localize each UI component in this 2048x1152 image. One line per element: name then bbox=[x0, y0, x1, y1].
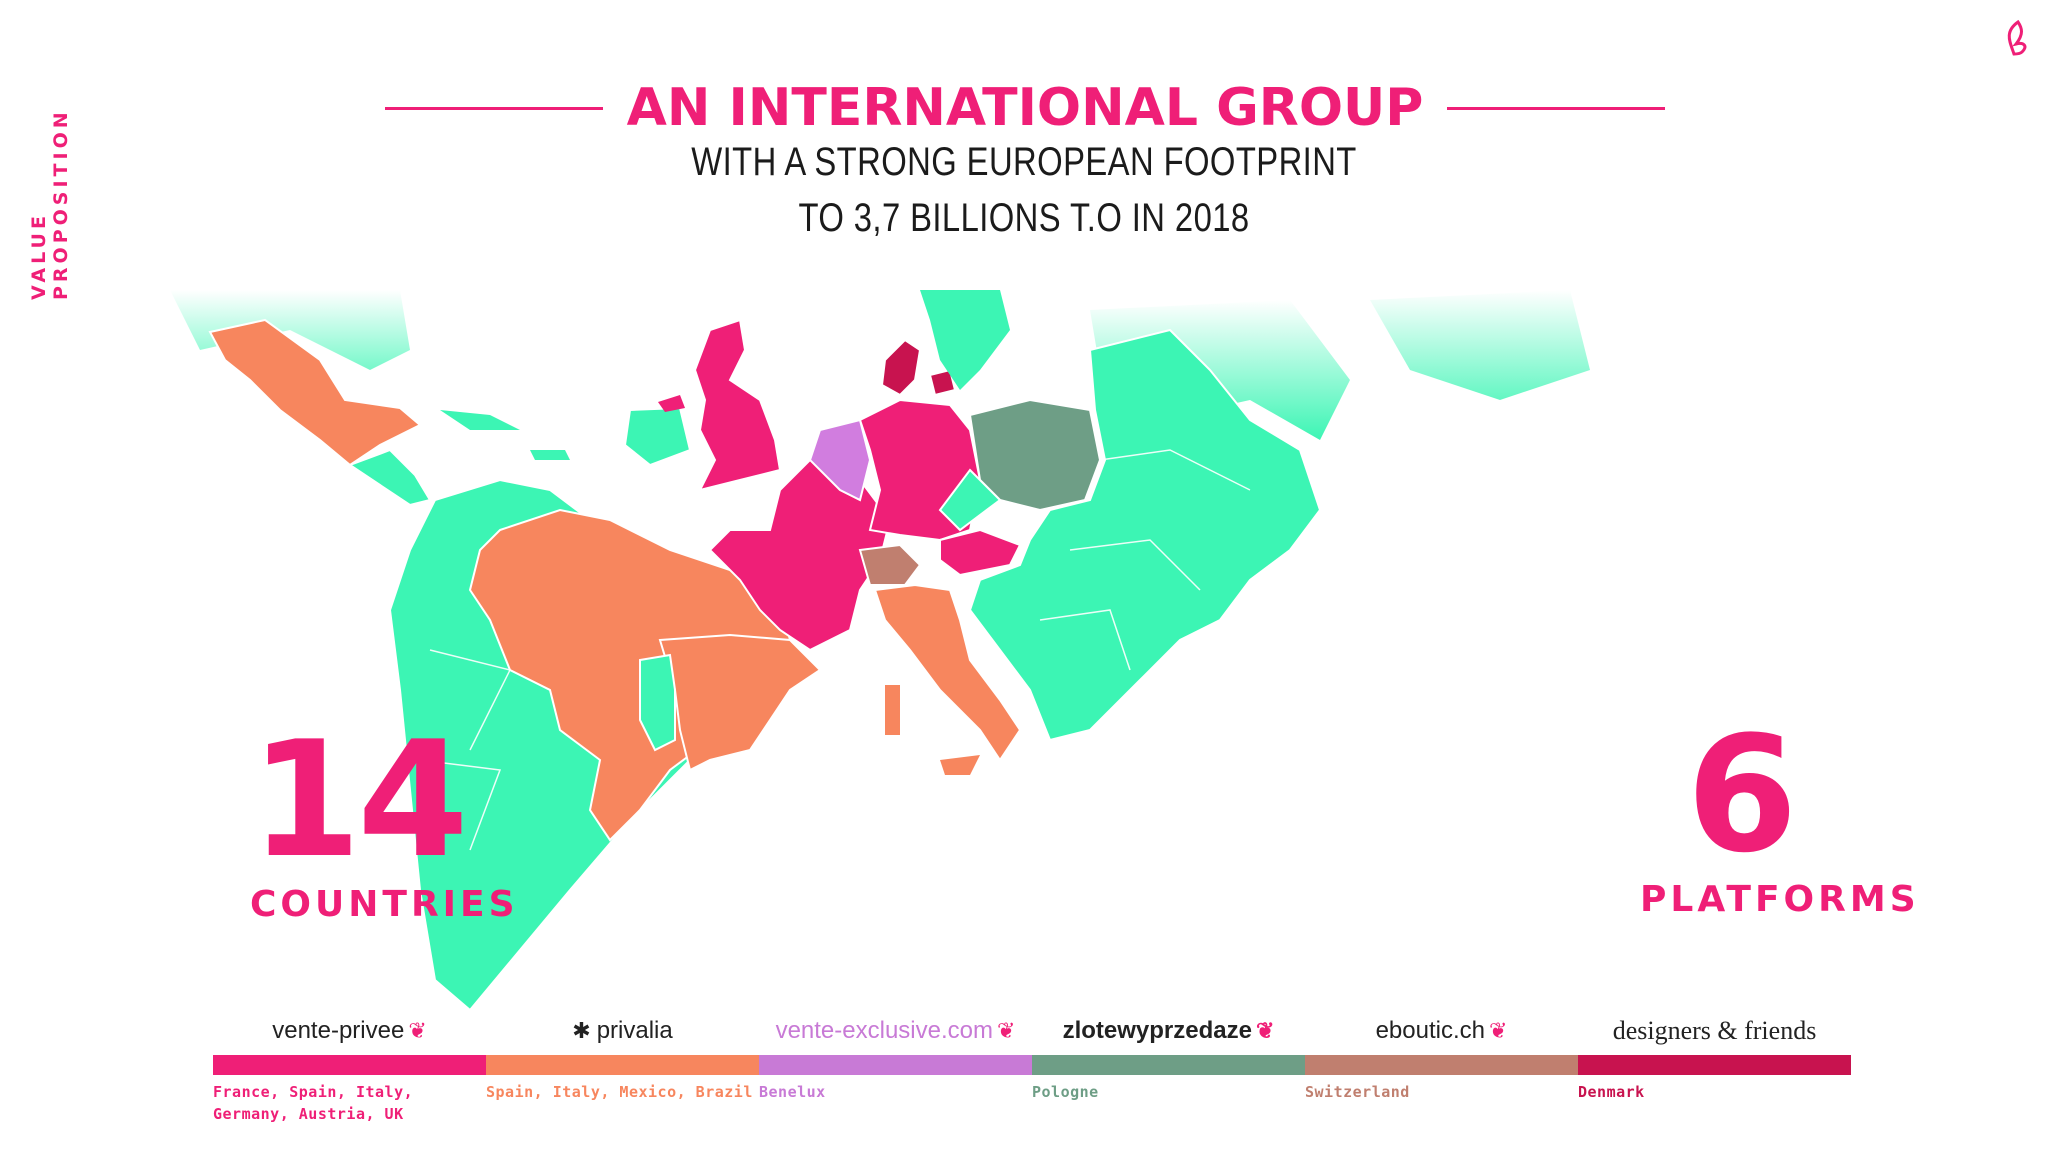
legend-item-zlotewyprzedaze: zlotewyprzedaze ❦ Pologne bbox=[1032, 1010, 1305, 1130]
subtitle-line-2: TO 3,7 BILLIONS T.O IN 2018 bbox=[798, 196, 1250, 240]
brand-logo-eboutic: eboutic.ch ❦ bbox=[1375, 1017, 1508, 1044]
legend-item-vente-privee: vente-privee ❦ France, Spain, Italy, Germ… bbox=[213, 1010, 486, 1130]
countries-number: 14 bbox=[250, 706, 469, 893]
region-switzerland bbox=[858, 543, 922, 586]
region-czechia bbox=[938, 468, 1002, 532]
brand-logo-privalia: ✱ privalia bbox=[572, 1017, 673, 1044]
region-russia-fade bbox=[1370, 290, 1590, 400]
platform-countries: Benelux bbox=[759, 1083, 826, 1101]
flower-icon: ✱ bbox=[572, 1018, 591, 1043]
platform-countries: France, Spain, Italy, Germany, Austria, … bbox=[213, 1083, 414, 1123]
platform-color-bar bbox=[1578, 1055, 1851, 1075]
region-denmark bbox=[880, 338, 957, 397]
platform-color-bar bbox=[1305, 1055, 1578, 1075]
legend-item-eboutic: eboutic.ch ❦ Switzerland bbox=[1305, 1010, 1578, 1130]
butterfly-icon: ❦ bbox=[408, 1018, 427, 1043]
butterfly-icon: ❦ bbox=[1488, 1018, 1508, 1043]
countries-label: COUNTRIES bbox=[250, 884, 519, 925]
platform-legend: vente-privee ❦ France, Spain, Italy, Germ… bbox=[213, 1010, 1851, 1130]
region-eastern-europe bbox=[968, 328, 1322, 742]
region-sardinia-corsica bbox=[885, 685, 900, 735]
region-austria bbox=[939, 528, 1022, 577]
title-rule-right bbox=[1447, 106, 1666, 110]
platforms-label: PLATFORMS bbox=[1640, 879, 1920, 920]
brand-logo-designers-friends: designers & friends bbox=[1612, 1016, 1817, 1045]
legend-item-vente-exclusive: vente-exclusive.com ❦ Benelux bbox=[759, 1010, 1032, 1130]
butterfly-logo-icon bbox=[2007, 19, 2027, 56]
legend-item-privalia: ✱ privalia Spain, Italy, Mexico, Brazil bbox=[486, 1010, 759, 1130]
region-north-america-fade bbox=[170, 290, 410, 370]
region-brazil bbox=[468, 508, 792, 842]
countries-stat: 14 COUNTRIES bbox=[250, 706, 519, 926]
platform-countries: Denmark bbox=[1578, 1083, 1645, 1101]
platform-color-bar bbox=[1032, 1055, 1305, 1075]
page-title: AN INTERNATIONAL GROUP bbox=[626, 78, 1424, 138]
brand-logo-vente-exclusive: vente-exclusive.com ❦ bbox=[775, 1017, 1016, 1044]
platforms-stat: 6 PLATFORMS bbox=[1640, 701, 1920, 921]
region-ireland bbox=[623, 406, 692, 467]
platforms-number: 6 bbox=[1686, 701, 1797, 888]
platform-countries: Switzerland bbox=[1305, 1083, 1410, 1101]
region-italy bbox=[873, 583, 1022, 762]
region-central-america bbox=[347, 448, 432, 507]
platform-color-bar bbox=[486, 1055, 759, 1075]
side-label: VALUE PROPOSITION bbox=[28, 108, 72, 300]
region-sicily bbox=[940, 755, 980, 775]
region-portugal bbox=[639, 653, 676, 752]
title-row: AN INTERNATIONAL GROUP bbox=[385, 78, 1666, 138]
title-rule-left bbox=[385, 106, 603, 110]
region-scandinavia bbox=[920, 290, 1010, 390]
brand-logo-zlotewyprzedaze: zlotewyprzedaze ❦ bbox=[1062, 1017, 1275, 1044]
platform-countries: Pologne bbox=[1032, 1083, 1099, 1101]
region-mexico bbox=[208, 318, 422, 467]
region-spain bbox=[658, 633, 822, 772]
platform-countries: Spain, Italy, Mexico, Brazil bbox=[486, 1083, 753, 1101]
region-northern-ireland bbox=[658, 395, 685, 412]
world-map bbox=[170, 290, 1590, 1012]
legend-item-designers-friends: designers & friends Denmark bbox=[1578, 1010, 1851, 1130]
butterfly-icon: ❦ bbox=[996, 1018, 1016, 1043]
region-caribbean bbox=[440, 410, 570, 460]
subtitle-line-1: WITH A STRONG EUROPEAN FOOTPRINT bbox=[691, 140, 1357, 184]
butterfly-icon: ❦ bbox=[1255, 1018, 1275, 1043]
platform-color-bar bbox=[759, 1055, 1032, 1075]
platform-color-bar bbox=[213, 1055, 486, 1075]
brand-logo-vente-privee: vente-privee ❦ bbox=[272, 1017, 427, 1044]
region-uk bbox=[693, 318, 782, 492]
